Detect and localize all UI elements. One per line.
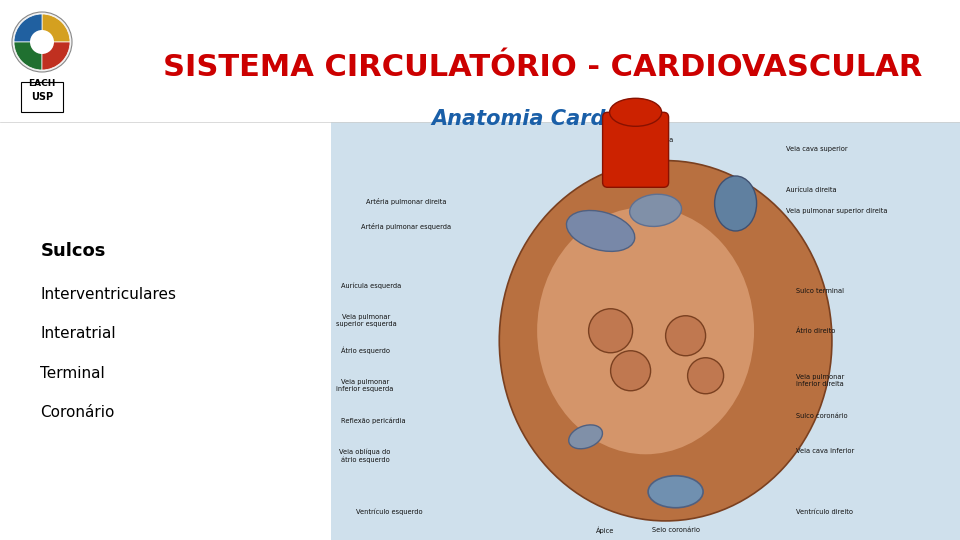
Ellipse shape bbox=[499, 160, 832, 521]
Text: Átrio direito: Átrio direito bbox=[796, 327, 835, 334]
Text: Aurícula esquerda: Aurícula esquerda bbox=[341, 282, 401, 289]
Ellipse shape bbox=[714, 176, 756, 231]
Ellipse shape bbox=[610, 98, 661, 126]
Text: Átrio esquerdo: Átrio esquerdo bbox=[341, 347, 390, 354]
Text: Veia cava inferior: Veia cava inferior bbox=[796, 448, 853, 454]
Circle shape bbox=[665, 316, 706, 356]
Text: Veia pulmonar
inferior esquerda: Veia pulmonar inferior esquerda bbox=[336, 379, 394, 392]
Text: Veia cava superior: Veia cava superior bbox=[785, 146, 848, 152]
Wedge shape bbox=[14, 42, 42, 70]
Text: USP: USP bbox=[31, 92, 53, 102]
Text: Arco da aorta: Arco da aorta bbox=[628, 137, 673, 143]
Wedge shape bbox=[42, 14, 70, 42]
Text: Sulcos: Sulcos bbox=[40, 242, 106, 260]
Ellipse shape bbox=[538, 207, 754, 454]
Circle shape bbox=[611, 351, 651, 391]
Text: Anatomia Cardíaca: Anatomia Cardíaca bbox=[431, 109, 654, 129]
Text: Veia oblíqua do
átrio esquerdo: Veia oblíqua do átrio esquerdo bbox=[339, 449, 391, 463]
Text: Interventriculares: Interventriculares bbox=[40, 287, 177, 302]
Wedge shape bbox=[42, 42, 70, 70]
Text: Artéria pulmonar esquerda: Artéria pulmonar esquerda bbox=[361, 223, 451, 230]
Text: Interatrial: Interatrial bbox=[40, 326, 116, 341]
Text: EACH: EACH bbox=[28, 79, 56, 89]
Ellipse shape bbox=[566, 211, 635, 252]
Text: Aurícula direita: Aurícula direita bbox=[785, 186, 836, 192]
Text: Veia pulmonar
superior esquerda: Veia pulmonar superior esquerda bbox=[336, 314, 396, 327]
Text: Reflexão pericárdia: Reflexão pericárdia bbox=[341, 417, 406, 424]
Text: Veia pulmonar superior direita: Veia pulmonar superior direita bbox=[785, 208, 887, 214]
Ellipse shape bbox=[630, 194, 682, 226]
Text: Terminal: Terminal bbox=[40, 366, 105, 381]
Wedge shape bbox=[14, 14, 42, 42]
Ellipse shape bbox=[648, 476, 703, 508]
Text: Ápice: Ápice bbox=[596, 526, 614, 534]
Ellipse shape bbox=[568, 425, 603, 449]
Text: Seio coronário: Seio coronário bbox=[652, 527, 700, 533]
Text: SISTEMA CIRCULATÓRIO - CARDIOVASCULAR: SISTEMA CIRCULATÓRIO - CARDIOVASCULAR bbox=[162, 53, 923, 82]
Circle shape bbox=[12, 12, 72, 72]
Circle shape bbox=[30, 30, 54, 54]
Text: Artéria pulmonar direita: Artéria pulmonar direita bbox=[366, 198, 446, 205]
FancyBboxPatch shape bbox=[331, 122, 960, 540]
Text: Sulco coronário: Sulco coronário bbox=[796, 413, 848, 418]
Text: Coronário: Coronário bbox=[40, 405, 114, 420]
FancyBboxPatch shape bbox=[603, 112, 668, 187]
Text: Ventrículo direito: Ventrículo direito bbox=[796, 509, 852, 515]
Text: Ventrículo esquerdo: Ventrículo esquerdo bbox=[356, 509, 422, 515]
Circle shape bbox=[588, 309, 633, 353]
Circle shape bbox=[687, 357, 724, 394]
Text: Veia pulmonar
inferior direita: Veia pulmonar inferior direita bbox=[796, 374, 844, 387]
Text: Sulco terminal: Sulco terminal bbox=[796, 288, 844, 294]
